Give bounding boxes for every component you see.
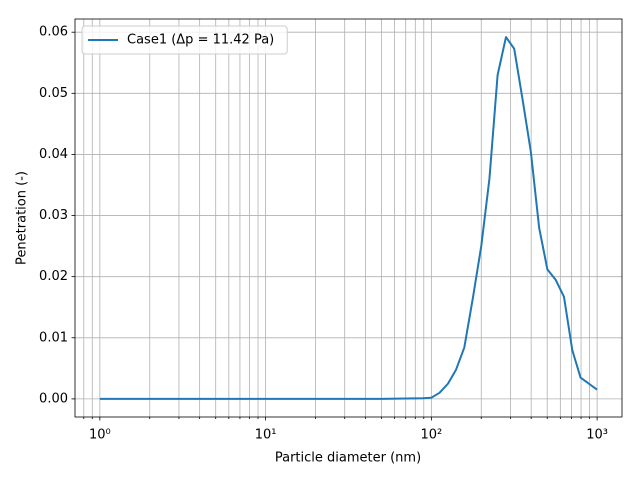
y-tick-label: 0.03 — [39, 208, 68, 223]
legend-box — [81, 25, 288, 55]
x-tick-label: 10² — [420, 428, 442, 443]
legend-label: Case1 (Δp = 11.42 Pa) — [127, 33, 274, 48]
x-tick-label: 10⁰ — [89, 428, 111, 443]
axes-frame — [74, 18, 623, 418]
y-tick-label: 0.04 — [39, 147, 68, 162]
y-axis-label: Penetration (-) — [15, 171, 30, 265]
x-axis-label: Particle diameter (nm) — [275, 451, 421, 466]
y-tick-label: 0.05 — [39, 86, 68, 101]
x-tick-label: 10³ — [586, 428, 608, 443]
x-tick-label: 10¹ — [255, 428, 277, 443]
y-tick-label: 0.02 — [39, 269, 68, 284]
series-line — [99, 36, 598, 400]
y-tick-label: 0.06 — [39, 25, 68, 40]
y-tick-label: 0.01 — [39, 330, 68, 345]
y-tick-label: 0.00 — [39, 391, 68, 406]
